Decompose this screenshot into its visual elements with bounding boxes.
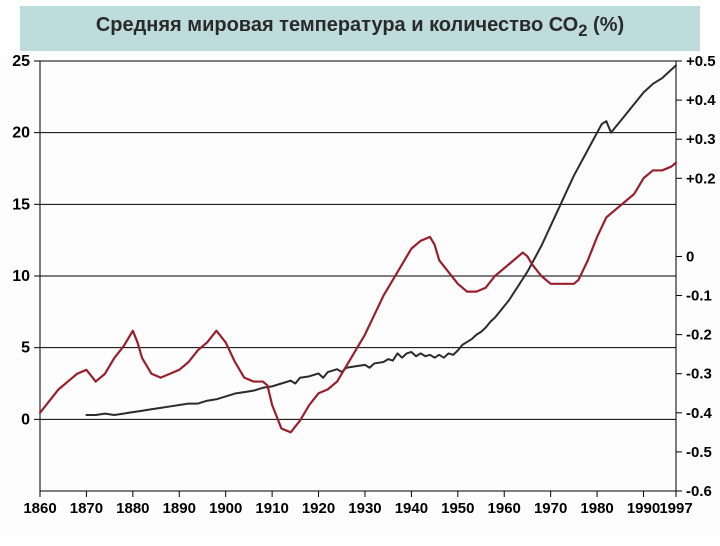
y-left-tick-label: 25: [12, 53, 30, 70]
y-right-tick-label: +0.5: [686, 53, 716, 70]
y-right-tick-label: +0.3: [686, 131, 716, 148]
x-tick-label: 1920: [302, 500, 335, 517]
y-left-tick-label: 5: [21, 340, 30, 357]
title-prefix: Средняя мировая температура и количество…: [96, 14, 578, 36]
x-tick-label: 1900: [209, 500, 242, 517]
line-chart: 1860 1870 1880 1890 1900 1910 1920 1930 1940 1950…: [0, 51, 720, 541]
chart-title-bar: Средняя мировая температура и количество…: [20, 6, 700, 51]
x-tick-label: 1950: [441, 500, 474, 517]
y-right-tick-label: +0.2: [686, 170, 716, 187]
x-tick-label: 1940: [395, 500, 428, 517]
x-tick-label: 1870: [70, 500, 103, 517]
x-tick-label: 1890: [163, 500, 196, 517]
y-left-tick-label: 20: [12, 125, 30, 142]
y-right-tick-label: +0.4: [686, 92, 716, 109]
x-tick-label: 1910: [255, 500, 288, 517]
y-right-tick-label: -0.5: [686, 444, 712, 461]
x-tick-label: 1970: [534, 500, 567, 517]
y-right-tick-label: -0.6: [686, 483, 712, 500]
x-tick-label: 1980: [580, 500, 613, 517]
y-left-tick-label: 0: [21, 411, 30, 428]
title-suffix: (%): [588, 14, 625, 36]
x-tick-label: 1860: [23, 500, 56, 517]
x-tick-label: 1997: [659, 500, 692, 517]
y-right-tick-label: -0.2: [686, 327, 712, 344]
title-subscript: 2: [578, 21, 587, 40]
chart-title: Средняя мировая температура и количество…: [96, 14, 624, 36]
y-left-tick-label: 15: [12, 196, 30, 213]
y-right-tick-label: 0: [686, 248, 694, 265]
y-right-tick-label: -0.4: [686, 405, 713, 422]
chart-container: 1860 1870 1880 1890 1900 1910 1920 1930 1940 1950…: [0, 51, 720, 541]
y-left-tick-label: 10: [12, 268, 30, 285]
y-right-tick-label: -0.3: [686, 366, 712, 383]
x-tick-label: 1960: [488, 500, 521, 517]
x-tick-label: 1990: [627, 500, 660, 517]
x-tick-label: 1880: [116, 500, 149, 517]
x-tick-label: 1930: [348, 500, 381, 517]
y-right-tick-label: -0.1: [686, 288, 712, 305]
